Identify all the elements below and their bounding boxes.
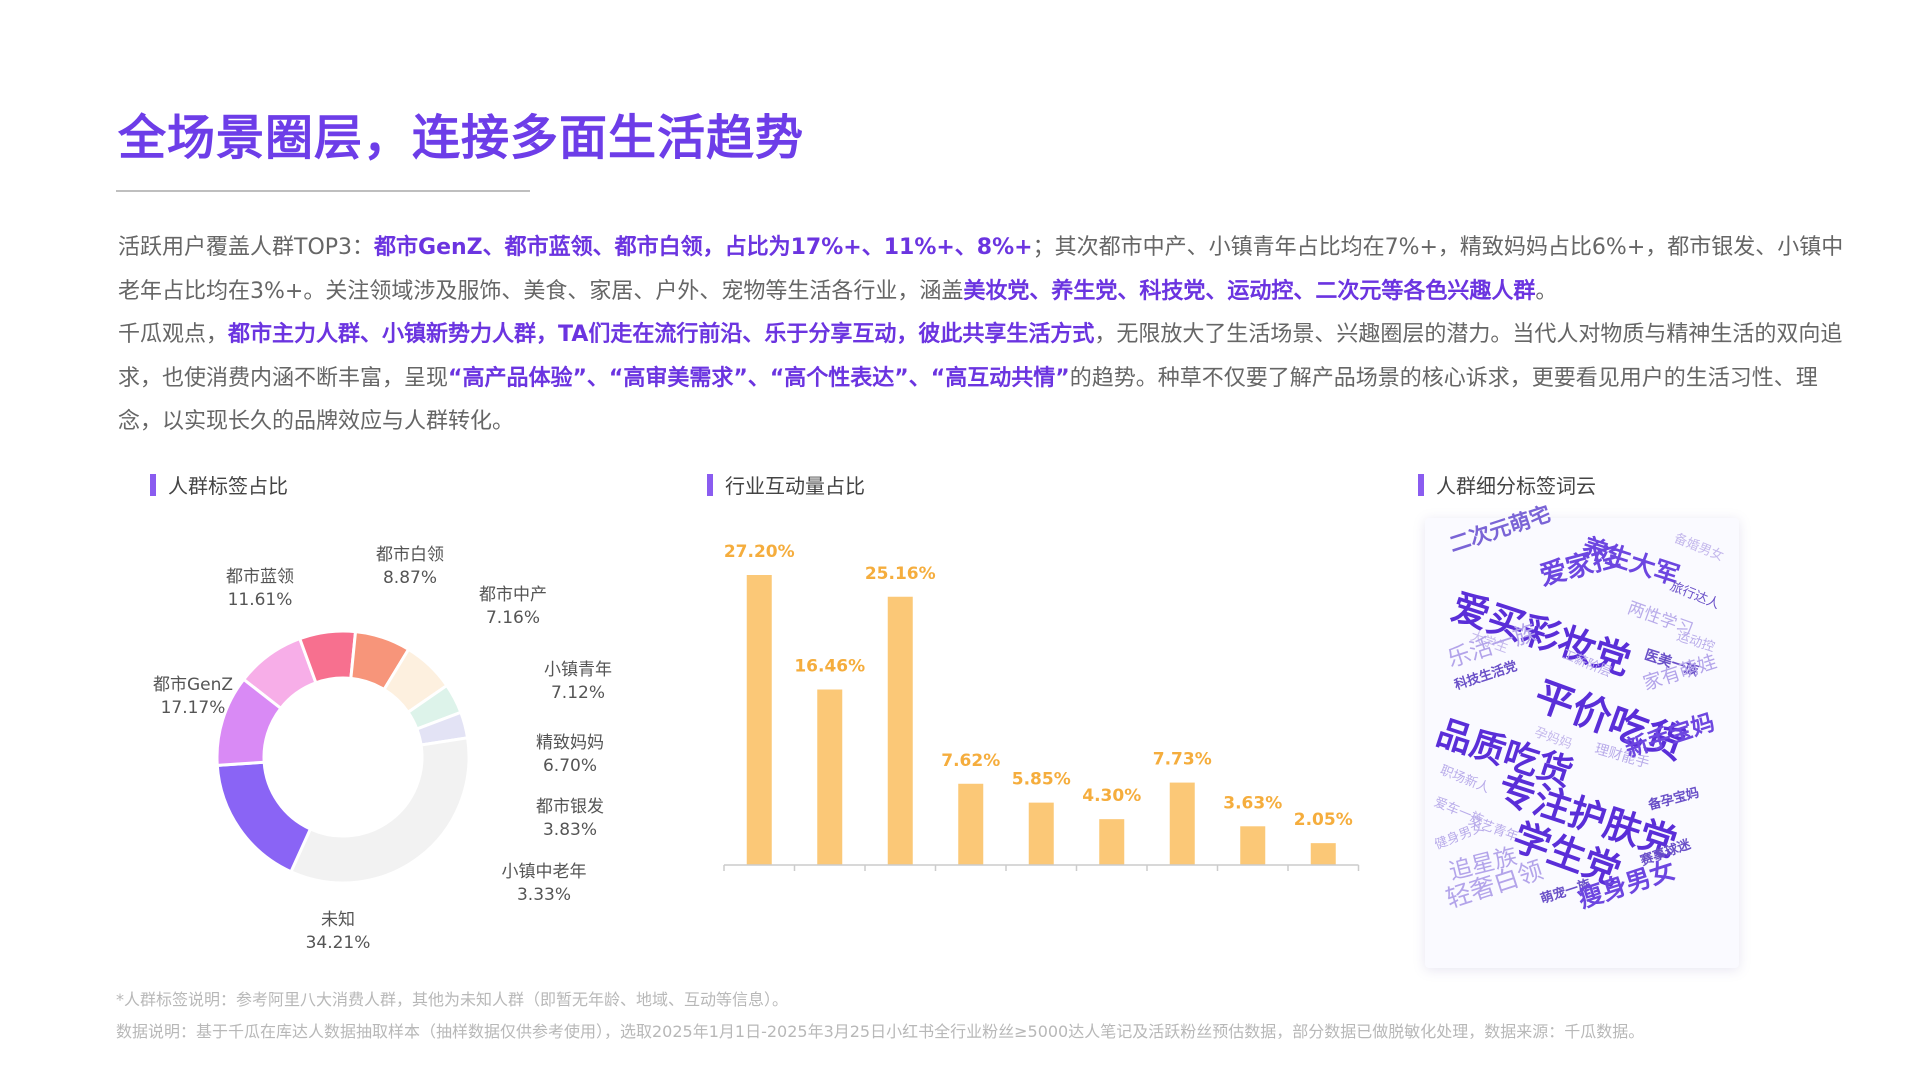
intro-p2-highlight: 都市主力人群、小镇新势力人群，TA们走在流行前沿、乐于分享互动，彼此共享生活方式 [228, 322, 1095, 347]
bar-value-label: 7.62% [941, 751, 1000, 771]
bar-value-label: 16.46% [794, 657, 865, 677]
bar-chart: 27.20% 16.46% 25.16% 7.62% 5.85% 4.30% 7.73% 3.… [723, 542, 1360, 871]
bar-value-label: 4.30% [1082, 786, 1141, 806]
donut-chart: 都市白领 8.87% 都市中产 7.16% 小镇青年 7.12% 精致妈妈 6.70% 都市银发… [153, 545, 612, 953]
intro-p1-highlight: 美妆党、养生党、科技党、运动控、二次元等各色兴趣人群 [963, 278, 1536, 304]
footnote-label-desc: *人群标签说明：参考阿里八大消费人群，其他为未知人群（即暂无年龄、地域、互动等信… [116, 990, 789, 1009]
bar [1169, 782, 1195, 865]
section-marker [1418, 473, 1424, 496]
pie-slice [288, 736, 471, 885]
pie-label: 未知 [321, 910, 355, 930]
pie-slice [215, 760, 313, 874]
intro-p2-highlight: “高产品体验”、“高审美需求”、“高个性表达”、“高互动共情” [448, 365, 1070, 391]
intro-p1-segment: 。 [1535, 278, 1558, 304]
section-marker [707, 473, 713, 496]
intro-p2-segment: 千瓜观点， [118, 322, 229, 347]
wordcloud-word: 旅行达人 [1667, 579, 1722, 613]
intro-paragraph-2: 千瓜观点，都市主力人群、小镇新势力人群，TA们走在流行前沿、乐于分享互动，彼此共… [118, 313, 1848, 444]
title-divider [116, 190, 530, 192]
pie-section-heading: 人群标签占比 [150, 470, 288, 499]
word-cloud: 二次元萌宅 养生大军 备婚男女 爱家控 旅行达人 爱买彩妆党 两性学习 运动控 大学生 乐活一族工… [1425, 502, 1739, 968]
pie-value-label: 7.12% [551, 683, 605, 703]
pie-section-title: 人群标签占比 [168, 474, 288, 498]
bar [887, 596, 913, 865]
bar [1028, 802, 1054, 865]
intro-p2-segment: 的趋势。种草不仅要了解产品场景的核心诉求，更要看见用户的生活习性、理念，以实现长… [118, 365, 1818, 435]
pie-value-label: 3.83% [543, 820, 597, 840]
bar [1099, 819, 1125, 865]
pie-label: 小镇青年 [544, 660, 612, 680]
pie-value-label: 8.87% [383, 568, 437, 588]
bar-value-label: 3.63% [1223, 793, 1282, 813]
bar [1240, 826, 1266, 865]
intro-p1-segment: ；其次都市中产、小镇青年占比均在7%+，精致妈妈占比6%+，都市银发、小镇中老年… [118, 235, 1844, 304]
bar-value-label: 25.16% [865, 564, 936, 584]
cloud-section-heading: 人群细分标签词云 [1418, 470, 1596, 499]
bar [1310, 843, 1336, 865]
bar-value-label: 2.05% [1294, 810, 1353, 830]
pie-value-label: 7.16% [486, 608, 540, 628]
pie-label: 小镇中老年 [502, 862, 587, 882]
pie-label: 都市GenZ [153, 675, 233, 695]
pie-label: 都市中产 [479, 585, 547, 605]
wordcloud-word: 备孕宝妈 [1646, 785, 1701, 814]
wordcloud-word: 健身男女 [1432, 819, 1487, 853]
pie-label: 都市蓝领 [226, 567, 294, 587]
bar [958, 783, 984, 865]
pie-slice [215, 677, 283, 767]
wordcloud-word: 爱家控 [1536, 541, 1623, 593]
bar-value-label: 7.73% [1153, 750, 1212, 770]
cloud-section-title: 人群细分标签词云 [1436, 474, 1596, 498]
pie-value-label: 34.21% [306, 933, 371, 953]
bar-value-label: 5.85% [1012, 770, 1071, 790]
pie-value-label: 6.70% [543, 756, 597, 776]
intro-p1-segment: 活跃用户覆盖人群TOP3： [118, 235, 375, 260]
pie-label: 精致妈妈 [536, 733, 604, 753]
bar [746, 575, 772, 865]
intro-p1-highlight: 都市GenZ、都市蓝领、都市白领，占比为17%+、11%+、8%+ [374, 235, 1033, 260]
page-title: 全场景圈层，连接多面生活趋势 [118, 110, 805, 166]
intro-p2-segment: ，无限放大了生活场景、兴趣圈层的潜力。当代人对物质与精神生活的双向追求，也使消费… [118, 322, 1843, 391]
pie-label: 都市银发 [536, 797, 604, 817]
pie-value-label: 11.61% [228, 590, 293, 610]
wordcloud-word: 二次元萌宅 [1446, 501, 1554, 557]
intro-paragraph-1: 活跃用户覆盖人群TOP3：都市GenZ、都市蓝领、都市白领，占比为17%+、11… [118, 226, 1848, 313]
bar [817, 689, 843, 865]
pie-value-label: 17.17% [161, 698, 226, 718]
bar-value-label: 27.20% [724, 542, 795, 562]
footnote-data-source: 数据说明：基于千瓜在库达人数据抽取样本（抽样数据仅供参考使用），选取2025年1… [116, 1022, 1645, 1041]
bar-section-heading: 行业互动量占比 [707, 470, 865, 499]
bar-section-title: 行业互动量占比 [725, 474, 865, 498]
pie-label: 都市白领 [376, 545, 444, 565]
wordcloud-word: 职场新人 [1437, 763, 1492, 797]
intro-text: 活跃用户覆盖人群TOP3：都市GenZ、都市蓝领、都市白领，占比为17%+、11… [118, 226, 1848, 444]
section-marker [150, 473, 156, 496]
pie-value-label: 3.33% [517, 885, 571, 905]
wordcloud-word: 备婚男女 [1671, 531, 1726, 565]
